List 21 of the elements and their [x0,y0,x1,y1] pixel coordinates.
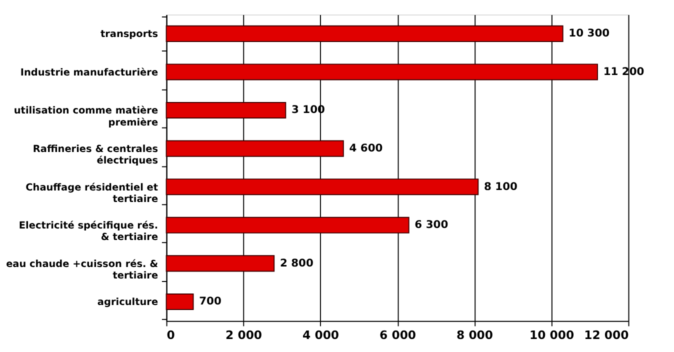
x-tick-label: 6 000 [380,328,416,342]
x-tick-label: 4 000 [302,328,340,342]
y-tick-label: Chauffage résidentiel et tertiaire [26,182,158,205]
x-tick-label: 0 [166,328,175,342]
data-label: 700 [199,294,222,308]
y-tick-label: agriculture [97,297,158,308]
x-tick-label: 8 000 [456,328,494,342]
y-tick-label: Raffineries & centrales électriques [32,144,158,167]
data-label: 4 600 [349,141,383,154]
y-tick-label: Industrie manufacturière [20,67,158,78]
x-tick-label: 12 000 [584,328,629,342]
data-label: 8 100 [484,180,518,193]
data-label: 6 300 [414,218,448,232]
data-label: 2 800 [280,256,314,270]
y-tick-label: transports [100,29,158,40]
x-tick-label: 10 000 [529,328,574,342]
data-label: 10 300 [568,26,610,40]
y-tick-label: Electricité spécifique rés. & tertiaire [18,220,158,244]
y-tick-label: eau chaude +cuisson rés. & tertiaire [6,258,159,282]
y-tick-label: utilisation comme matière première [14,106,158,128]
x-tick-label: 2 000 [226,328,262,342]
